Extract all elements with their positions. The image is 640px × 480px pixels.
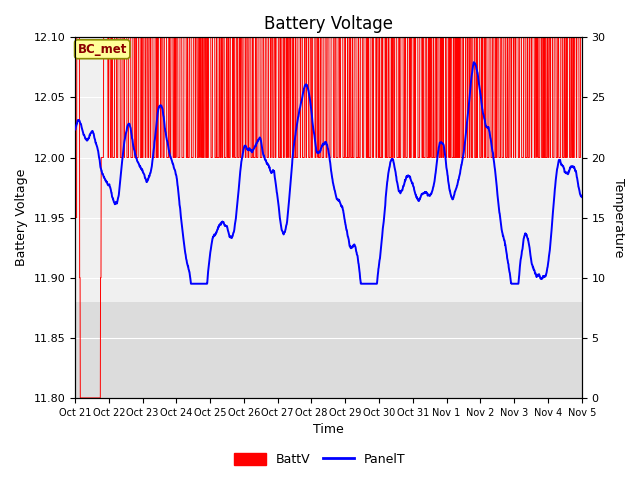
Title: Battery Voltage: Battery Voltage bbox=[264, 15, 393, 33]
Legend: BattV, PanelT: BattV, PanelT bbox=[229, 448, 411, 471]
X-axis label: Time: Time bbox=[313, 423, 344, 436]
Y-axis label: Temperature: Temperature bbox=[612, 178, 625, 257]
Bar bbox=[75, 37, 582, 302]
Y-axis label: Battery Voltage: Battery Voltage bbox=[15, 169, 28, 266]
Text: BC_met: BC_met bbox=[77, 43, 127, 56]
